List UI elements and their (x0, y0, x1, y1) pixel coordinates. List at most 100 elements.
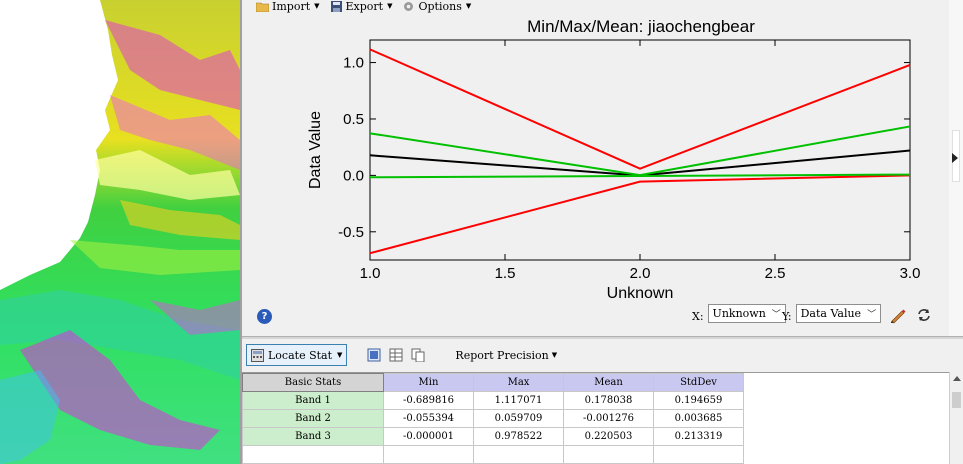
table-cell[interactable]: 0.220503 (563, 427, 654, 446)
single-view-icon[interactable] (367, 348, 381, 362)
expand-arrow-icon[interactable] (952, 153, 958, 163)
y-select-label: Y: (782, 310, 792, 323)
refresh-icon[interactable] (915, 306, 933, 324)
x-axis-value: Unknown (712, 307, 766, 320)
chevron-down-icon: ﹀ (771, 310, 781, 320)
import-button[interactable]: Import ▼ (256, 0, 320, 13)
chevron-down-icon: ▼ (337, 351, 343, 359)
chevron-down-icon: ﹀ (867, 310, 877, 320)
chevron-down-icon: ▼ (387, 2, 393, 10)
y-tick-label: 0.5 (343, 111, 364, 128)
gear-icon (404, 2, 414, 11)
y-tick-label: -0.5 (338, 224, 364, 241)
series-line-min (369, 174, 911, 255)
column-header-min[interactable]: Min (383, 373, 474, 392)
calculator-icon (251, 348, 264, 362)
chevron-down-icon: ▼ (314, 2, 320, 10)
chart-panel: Min/Max/Mean: jiaochengbear -0.5 0.0 0.5 1.… (242, 0, 963, 336)
table-row[interactable]: Band 3 -0.000001 0.978522 0.220503 0.213… (242, 427, 744, 446)
folder-icon (256, 2, 269, 12)
help-icon[interactable]: ? (257, 309, 272, 324)
column-header-mean[interactable]: Mean (563, 373, 654, 392)
table-row[interactable]: Band 1 -0.689816 1.117071 0.178038 0.194… (242, 391, 744, 410)
x-axis-dropdown[interactable]: Unknown ﹀ (707, 304, 786, 323)
row-header[interactable]: Band 2 (242, 409, 384, 428)
y-axis-value: Data Value (800, 307, 862, 320)
table-cell[interactable]: 0.178038 (563, 391, 654, 410)
table-cell[interactable]: 0.978522 (473, 427, 564, 446)
stats-toolbar: Locate Stat ▼ Report Precision ▼ (242, 340, 963, 370)
stats-table: Basic Stats Min Max Mean StdDev Band 1 -… (242, 373, 744, 464)
table-cell-empty (563, 445, 654, 464)
table-cell-empty (242, 445, 384, 464)
row-header[interactable]: Band 1 (242, 391, 384, 410)
table-view-icon[interactable] (389, 348, 403, 362)
x-tick-label: 2.5 (765, 265, 786, 282)
plot-area[interactable] (369, 39, 911, 261)
x-tick-label: 2.0 (630, 265, 651, 282)
table-cell[interactable]: 0.194659 (653, 391, 744, 410)
report-precision-label: Report Precision (455, 348, 549, 362)
column-header-max[interactable]: Max (473, 373, 564, 392)
chart-title: Min/Max/Mean: jiaochengbear (527, 17, 755, 36)
table-cell-empty (383, 445, 474, 464)
table-cell[interactable]: -0.689816 (383, 391, 474, 410)
panel-splitter[interactable] (242, 336, 963, 339)
table-cell[interactable]: 0.059709 (473, 409, 564, 428)
series-line-max (369, 48, 911, 170)
x-axis-label: Unknown (607, 285, 674, 302)
table-cell[interactable]: 1.117071 (473, 391, 564, 410)
export-button[interactable]: Export ▼ (330, 0, 393, 13)
table-corner-header[interactable]: Basic Stats (242, 373, 384, 392)
image-view[interactable] (0, 0, 240, 464)
table-cell[interactable]: 0.003685 (653, 409, 744, 428)
options-label: Options (418, 0, 462, 13)
y-tick-label: 0.0 (343, 167, 364, 184)
x-tick-label: 1.5 (495, 265, 516, 282)
save-disk-icon (330, 1, 342, 12)
table-cell[interactable]: -0.001276 (563, 409, 654, 428)
copy-icon[interactable] (411, 348, 425, 362)
locate-stat-label: Locate Stat (268, 348, 333, 362)
x-axis: 1.0 1.5 2.0 2.5 3.0 (360, 40, 921, 282)
row-header[interactable]: Band 3 (242, 427, 384, 446)
table-cell[interactable]: -0.000001 (383, 427, 474, 446)
scroll-thumb[interactable] (952, 392, 961, 408)
column-header-stddev[interactable]: StdDev (653, 373, 744, 392)
splitter[interactable] (240, 0, 242, 464)
chevron-down-icon: ▼ (551, 351, 558, 359)
table-cell-empty (473, 445, 564, 464)
series-line-mean-plus-std (369, 125, 911, 177)
x-axis-selector: X: Unknown ﹀ (692, 304, 786, 323)
series-lines (369, 48, 911, 255)
x-select-label: X: (692, 310, 704, 323)
chart: Min/Max/Mean: jiaochengbear -0.50.00.51.… (307, 17, 921, 302)
table-scrollbar[interactable] (949, 372, 963, 464)
y-axis-selector: Y: Data Value ﹀ (782, 304, 882, 323)
y-axis-dropdown[interactable]: Data Value ﹀ (795, 304, 882, 323)
import-label: Import (272, 0, 311, 13)
chevron-down-icon: ▼ (465, 2, 472, 10)
x-tick-label: 1.0 (360, 265, 381, 282)
chart-toolbar: Import ▼ Export ▼ Options ▼ (256, 0, 471, 14)
scroll-up-icon[interactable] (953, 376, 961, 381)
table-row (242, 445, 744, 464)
satellite-image (0, 0, 240, 464)
export-label: Export (345, 0, 384, 13)
table-cell-empty (653, 445, 744, 464)
y-tick-label: 1.0 (343, 55, 364, 72)
table-header-row: Basic Stats Min Max Mean StdDev (242, 373, 744, 392)
options-button[interactable]: Options ▼ (402, 0, 471, 13)
table-cell[interactable]: 0.213319 (653, 427, 744, 446)
report-precision-button[interactable]: Report Precision ▼ (455, 349, 557, 362)
x-tick-label: 3.0 (900, 265, 921, 282)
y-axis: -0.5 0.0 0.5 1.0 (338, 55, 910, 241)
pencil-icon[interactable] (889, 306, 907, 324)
locate-stat-button[interactable]: Locate Stat ▼ (246, 344, 348, 366)
side-panel-strip (949, 0, 963, 336)
table-cell[interactable]: -0.055394 (383, 409, 474, 428)
stats-table-area: Basic Stats Min Max Mean StdDev Band 1 -… (242, 372, 949, 464)
table-row[interactable]: Band 2 -0.055394 0.059709 -0.001276 0.00… (242, 409, 744, 428)
y-axis-label: Data Value (307, 111, 324, 189)
